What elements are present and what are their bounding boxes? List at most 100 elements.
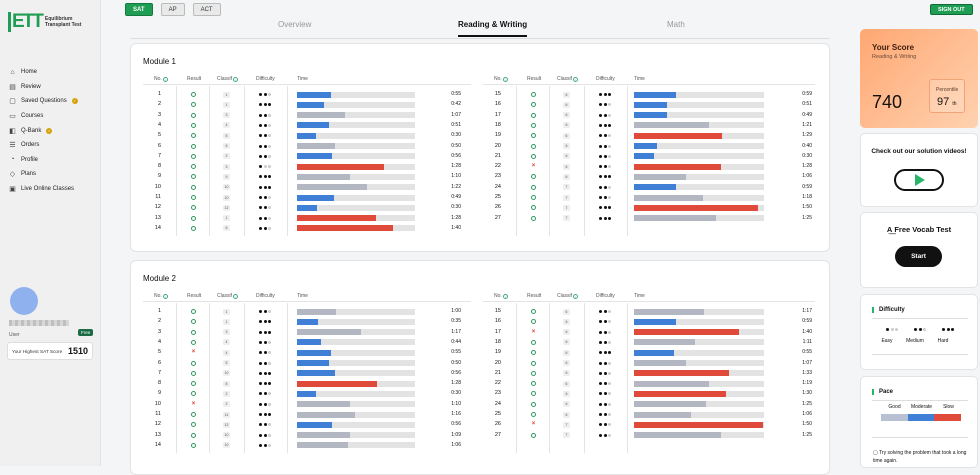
difficulty-dot <box>263 382 267 386</box>
tab-math[interactable]: Math <box>667 20 685 29</box>
correct-icon <box>531 360 536 366</box>
difficulty-legend: Difficulty Easy Medium Hard <box>860 294 978 370</box>
difficulty-dots <box>259 371 272 375</box>
sign-out-button[interactable]: SIGN OUT <box>930 4 973 15</box>
sidebar-item-courses[interactable]: ▭ Courses <box>9 109 78 124</box>
difficulty-dot <box>259 382 262 386</box>
sidebar-item-home[interactable]: ⌂ Home <box>9 65 78 80</box>
difficulty-dot <box>599 413 602 416</box>
column-header-time: Time <box>297 76 308 82</box>
correct-icon <box>531 143 536 149</box>
time-bar <box>297 215 377 222</box>
sidebar-item-q-bank[interactable]: ◧ Q-Bank ✓ <box>9 123 78 138</box>
column-divider <box>244 86 245 237</box>
correct-icon <box>191 174 196 180</box>
time-bar <box>634 329 740 336</box>
sidebar-item-label: Courses <box>21 113 44 120</box>
logo-text: Equilibrium Transplant Test <box>45 16 82 28</box>
time-bar <box>297 442 348 449</box>
tab-overview[interactable]: Overview <box>278 20 312 29</box>
difficulty-dot <box>268 402 272 406</box>
question-number: 18 <box>494 338 501 345</box>
correct-icon <box>191 412 196 417</box>
correct-icon <box>531 112 536 118</box>
difficulty-dots <box>599 206 612 210</box>
column-header-label: Classif <box>557 76 573 82</box>
difficulty-dots <box>259 185 272 189</box>
difficulty-dot <box>259 361 262 365</box>
time-bar-track <box>297 329 415 336</box>
classification-tag: 5 <box>223 360 230 366</box>
sidebar-item-saved-questions[interactable]: ▢ Saved Questions ✓ <box>9 94 78 109</box>
time-value: 0:59 <box>802 318 812 325</box>
difficulty-dot <box>268 423 272 427</box>
difficulty-dot <box>599 103 602 107</box>
question-number: 19 <box>494 132 501 139</box>
time-bar <box>634 184 676 191</box>
percentile-value-wrap: 97 th <box>937 96 956 108</box>
difficulty-dot <box>603 144 607 148</box>
difficulty-dot <box>268 310 272 313</box>
difficulty-dot <box>608 103 612 107</box>
sidebar-item-plans[interactable]: ◇ Plans <box>9 167 78 182</box>
logo[interactable]: ETT Equilibrium Transplant Test <box>8 12 81 32</box>
difficulty-dot <box>951 328 954 331</box>
question-number: 7 <box>157 369 161 376</box>
orders-icon: ☰ <box>9 142 16 150</box>
sidebar-item-live-online-classes[interactable]: ▣ Live Online Classes <box>9 182 78 197</box>
classification-tag: 4 <box>223 349 230 356</box>
difficulty-dot <box>259 175 262 179</box>
difficulty-dot <box>263 320 267 324</box>
difficulty-dot <box>268 165 272 169</box>
time-bar-track <box>297 421 415 428</box>
sidebar-item-label: Orders <box>21 142 40 149</box>
time-bar <box>297 380 378 387</box>
correct-icon <box>191 102 196 108</box>
play-video-button[interactable] <box>894 169 944 191</box>
difficulty-dot <box>599 123 602 127</box>
time-bar-track <box>634 132 764 139</box>
info-icon: i <box>233 293 239 299</box>
difficulty-dots <box>599 165 612 169</box>
question-number: 15 <box>494 91 501 97</box>
difficulty-dot <box>268 330 272 334</box>
time-bar-track <box>297 163 415 170</box>
difficulty-dot <box>263 93 267 96</box>
difficulty-dot <box>608 382 612 386</box>
difficulty-dot <box>268 103 272 107</box>
difficulty-dot <box>263 144 267 148</box>
test-button-act[interactable]: ACT <box>192 3 221 16</box>
question-number: 16 <box>494 318 501 325</box>
time-bar-track <box>297 204 415 211</box>
difficulty-dot <box>603 196 607 199</box>
plans-icon: ◇ <box>9 171 16 179</box>
question-number: 11 <box>155 194 161 200</box>
difficulty-dot <box>268 144 272 148</box>
time-bar <box>297 225 393 232</box>
sidebar-item-review[interactable]: ▤ Review <box>9 80 78 95</box>
time-bar-track <box>297 122 415 129</box>
column-header-result: Result <box>187 76 201 82</box>
difficulty-dot <box>608 320 612 324</box>
correct-icon <box>531 319 536 325</box>
difficulty-dot <box>263 371 267 375</box>
classification-tag: 7 <box>563 194 570 201</box>
test-button-ap[interactable]: AP <box>160 3 185 16</box>
question-number: 9 <box>157 390 161 397</box>
test-button-sat[interactable]: SAT <box>125 3 153 16</box>
start-vocab-button[interactable]: Start <box>895 246 942 267</box>
difficulty-dot <box>608 165 612 169</box>
correct-icon <box>531 215 536 221</box>
sidebar-item-orders[interactable]: ☰ Orders <box>9 138 78 153</box>
tab-reading-writing[interactable]: Reading & Writing <box>458 20 528 37</box>
time-bar <box>297 318 319 325</box>
time-bar-track <box>634 421 764 428</box>
avatar[interactable] <box>10 287 38 315</box>
question-number: 18 <box>494 121 501 128</box>
classification-tag: 6 <box>563 143 570 149</box>
classification-tag: 6 <box>563 122 570 129</box>
difficulty-dot <box>599 423 602 427</box>
sidebar-item-profile[interactable]: ◔ Profile <box>9 153 78 168</box>
difficulty-dot <box>268 443 272 447</box>
time-value: 1:10 <box>451 173 461 180</box>
